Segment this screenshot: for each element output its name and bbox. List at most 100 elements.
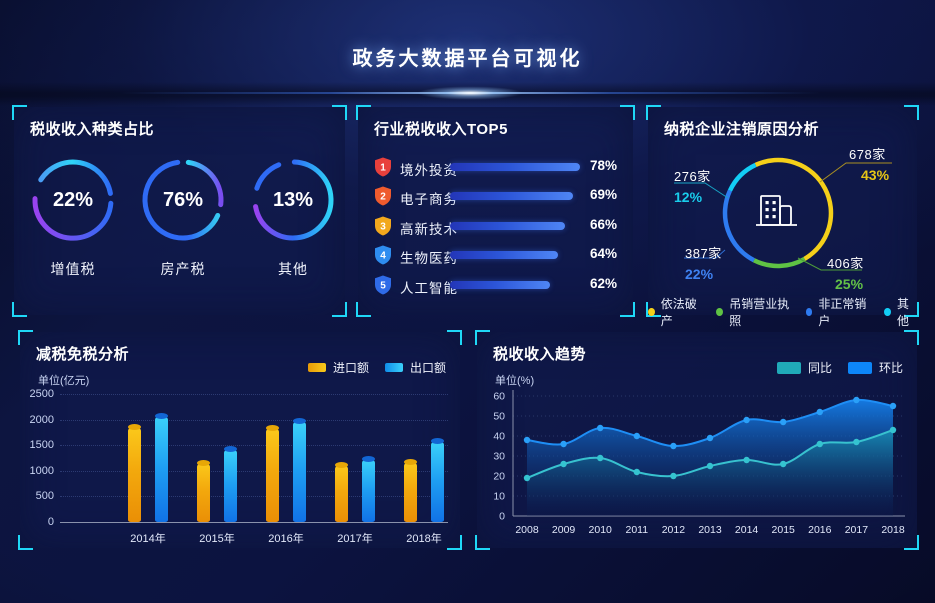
data-point [523, 436, 531, 444]
pie-count: 406家 [827, 256, 864, 271]
data-point [780, 418, 787, 426]
legend-item-diaoxiao[interactable]: 吊销营业执照 [716, 295, 790, 329]
legend-label: 非正常销户 [818, 297, 867, 328]
bar-export [362, 455, 375, 522]
corner-bracket [12, 105, 27, 120]
y-tick-label: 500 [35, 490, 54, 503]
reduction-plot: 0 500 1000 1500 2000 2500 2014年 2015年 2016年 2017年… [30, 388, 448, 545]
data-point [743, 456, 750, 464]
svg-text:40: 40 [493, 431, 505, 443]
gauge-value: 76% [162, 188, 204, 211]
industry-label: 高新技术 [400, 221, 458, 237]
data-point [743, 416, 750, 424]
gridline [60, 470, 448, 472]
legend-item-import[interactable]: 进口额 [307, 359, 369, 376]
legend-item-huanbi[interactable]: 环比 [847, 359, 903, 376]
gridline [60, 419, 448, 421]
legend-item-feizhengchang[interactable]: 非正常销户 [805, 295, 870, 329]
bar-import [128, 424, 141, 522]
legend-dot [884, 308, 891, 316]
y-tick-label: 1000 [29, 464, 54, 477]
bar [450, 221, 565, 230]
x-tick-label: 2018年 [406, 533, 442, 545]
bar-track [450, 192, 584, 201]
corner-bracket [646, 302, 661, 317]
bar-value: 62% [589, 275, 617, 291]
svg-text:2014: 2014 [735, 524, 759, 536]
legend-dot [716, 308, 724, 316]
panel-title: 行业税收收入TOP5 [374, 121, 508, 138]
legend-label: 进口额 [332, 361, 369, 375]
top5-row: 4 生物医药 64% [374, 241, 617, 270]
svg-text:2018: 2018 [881, 524, 905, 536]
svg-text:2011: 2011 [626, 524, 649, 536]
gridline [60, 496, 448, 498]
lens-flare [400, 84, 540, 102]
legend-swatch [384, 363, 403, 372]
corner-bracket [904, 535, 919, 550]
corner-bracket [18, 535, 33, 550]
svg-text:4: 4 [380, 251, 386, 262]
pie-callout-feizhengchang: 387家 22% [685, 243, 722, 282]
gridline [60, 394, 448, 395]
gauge-value: 22% [52, 188, 94, 211]
industry-label: 电子商务 [400, 192, 458, 208]
bar-track [450, 280, 584, 289]
svg-text:2009: 2009 [552, 524, 576, 536]
corner-bracket [12, 302, 27, 317]
x-tick-label: 2015年 [199, 533, 235, 545]
gauge-value: 13% [272, 188, 314, 211]
svg-text:0: 0 [499, 511, 505, 523]
legend-item-export[interactable]: 出口额 [384, 359, 446, 376]
gauge-label: 增值税 [50, 261, 96, 277]
x-tick-label: 2017年 [337, 533, 373, 545]
top5-row: 2 电子商务 69% [374, 182, 617, 211]
bar-import [335, 462, 348, 522]
gauge-label: 其他 [278, 261, 308, 277]
legend-item-yifapochan[interactable]: 依法破产 [648, 295, 701, 329]
pie-count: 276家 [674, 169, 711, 184]
industry-label: 人工智能 [400, 280, 458, 296]
legend-label: 出口额 [409, 361, 446, 375]
legend-item-qita[interactable]: 其他 [884, 295, 917, 329]
donut-gauge: 76% 房产税 [138, 155, 228, 279]
svg-text:1: 1 [380, 163, 386, 174]
pie-callout-yifapochan: 678家 43% [849, 144, 889, 183]
corner-bracket [904, 105, 919, 120]
data-point [670, 472, 677, 480]
top5-row: 1 境外投资 78% [374, 153, 617, 182]
pie-callout-diaoxiao: 406家 25% [827, 253, 864, 292]
data-point [816, 408, 823, 416]
data-point [889, 402, 897, 410]
legend-label: 其他 [896, 297, 909, 328]
industry-label: 生物医药 [400, 251, 458, 267]
top5-list: 1 境外投资 78% 2 电子商务 69% 3 高新技术 66% 4 生物医药 64% 5 人工智能 62% [374, 153, 617, 300]
svg-text:2017: 2017 [845, 524, 869, 536]
data-point [560, 440, 567, 448]
svg-text:20: 20 [493, 471, 505, 483]
panel-title: 减税免税分析 [36, 346, 130, 363]
legend-swatch [307, 363, 326, 372]
corner-bracket [18, 330, 33, 345]
data-point [597, 424, 604, 432]
corner-bracket [646, 105, 661, 120]
gauge-ring [253, 159, 334, 241]
svg-text:2013: 2013 [698, 524, 722, 536]
svg-text:2: 2 [380, 192, 386, 203]
data-point [597, 454, 604, 462]
legend-item-tongbi[interactable]: 同比 [776, 359, 832, 376]
donut-gauge: 13% 其他 [248, 155, 338, 279]
bar-import [197, 460, 210, 522]
y-tick-label: 2500 [29, 388, 54, 400]
data-point [633, 432, 640, 440]
pie-percent: 43% [861, 167, 890, 183]
rank-shield-icon: 5 [374, 275, 392, 295]
pie-legend: 依法破产 吊销营业执照 非正常销户 其他 [648, 295, 917, 329]
pie-count: 678家 [849, 147, 886, 162]
data-point [670, 442, 677, 450]
bar-value: 78% [589, 158, 617, 173]
corner-bracket [356, 302, 371, 317]
legend-swatch [776, 361, 801, 374]
y-tick-label: 2000 [29, 413, 54, 426]
panel-industry-top5: 行业税收收入TOP5 1 境外投资 78% 2 电子商务 69% 3 高新技术 66% 4 生物医药… [356, 105, 635, 317]
